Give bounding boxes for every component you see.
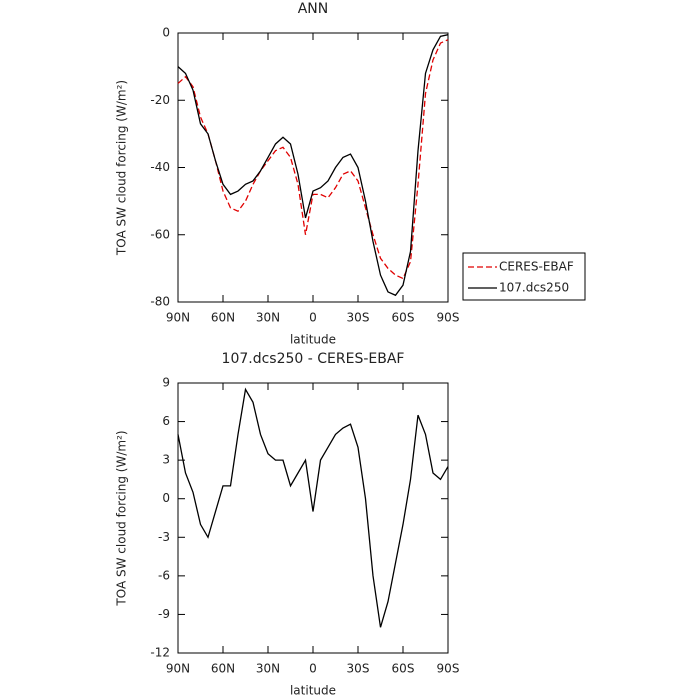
- x-tick-label: 90S: [437, 311, 460, 325]
- x-tick-label: 30S: [347, 662, 370, 676]
- x-tick-label: 90S: [437, 662, 460, 676]
- data-line: [177, 34, 449, 297]
- x-axis-label: latitude: [290, 684, 336, 698]
- x-tick-label: 90N: [166, 662, 190, 676]
- y-tick-label: 0: [162, 491, 170, 505]
- legend-box: [462, 252, 586, 301]
- x-tick-label: 30N: [256, 662, 280, 676]
- chart-title: 107.dcs250 - CERES-EBAF: [222, 351, 405, 367]
- x-tick-label: 0: [309, 662, 317, 676]
- y-tick-label: -20: [150, 93, 170, 107]
- y-tick-label: -9: [158, 607, 170, 621]
- x-tick-label: 60S: [392, 662, 415, 676]
- data-line: [177, 39, 449, 280]
- x-tick-label: 0: [309, 311, 317, 325]
- chart-title: ANN: [298, 1, 329, 17]
- plot-frame: [177, 382, 449, 654]
- y-tick-label: 9: [162, 376, 170, 390]
- x-axis-label: latitude: [290, 333, 336, 347]
- y-tick-label: 6: [162, 414, 170, 428]
- y-tick-label: 3: [162, 453, 170, 467]
- x-tick-label: 60N: [211, 662, 235, 676]
- plot-frame: [177, 32, 449, 303]
- x-tick-label: 60S: [392, 311, 415, 325]
- x-tick-label: 60N: [211, 311, 235, 325]
- legend-label: CERES-EBAF: [499, 260, 574, 274]
- y-tick-label: 0: [162, 26, 170, 40]
- data-line: [177, 387, 449, 628]
- legend-label: 107.dcs250: [499, 281, 569, 295]
- x-tick-label: 30N: [256, 311, 280, 325]
- y-tick-label: -3: [158, 530, 170, 544]
- x-tick-label: 30S: [347, 311, 370, 325]
- y-tick-label: -12: [150, 646, 170, 660]
- y-tick-label: -80: [150, 295, 170, 309]
- y-tick-label: -40: [150, 160, 170, 174]
- y-tick-label: -60: [150, 227, 170, 241]
- y-tick-label: -6: [158, 568, 170, 582]
- y-axis-label: TOA SW cloud forcing (W/m²): [115, 80, 129, 256]
- x-tick-label: 90N: [166, 311, 190, 325]
- y-axis-label: TOA SW cloud forcing (W/m²): [115, 430, 129, 606]
